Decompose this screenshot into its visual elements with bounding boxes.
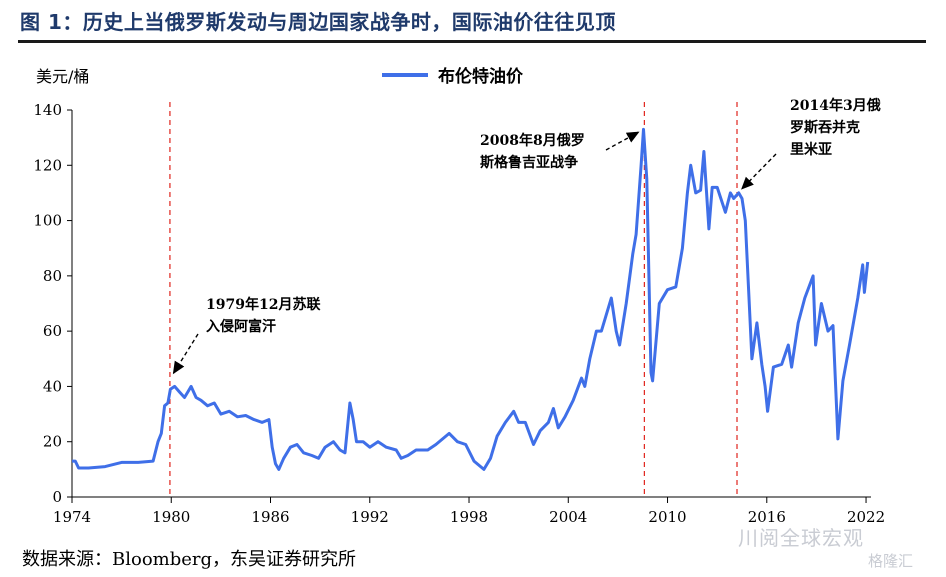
- x-tick-label: 1980: [152, 508, 190, 526]
- y-tick-label: 60: [43, 322, 62, 340]
- x-tick-label: 1986: [251, 508, 289, 526]
- y-axis-unit-label: 美元/桶: [36, 67, 90, 86]
- x-tick-label: 2004: [549, 508, 587, 526]
- x-tick-label: 1998: [450, 508, 488, 526]
- legend-swatch: [382, 72, 428, 77]
- chart-legend: 布伦特油价: [382, 62, 523, 87]
- x-tick-label: 1974: [53, 508, 91, 526]
- title-rule: [18, 40, 926, 43]
- figure-title: 图 1：历史上当俄罗斯发动与周边国家战争时，国际油价往往见顶: [20, 10, 616, 34]
- x-tick-label: 2022: [847, 508, 885, 526]
- x-tick-label: 1992: [351, 508, 389, 526]
- annotation-arrow: [172, 333, 199, 375]
- series-line-brent: [72, 127, 870, 471]
- y-tick-label: 120: [33, 156, 62, 174]
- watermark-logo: 格隆汇: [868, 552, 914, 570]
- y-tick-label: 40: [43, 377, 62, 395]
- y-tick-label: 140: [33, 101, 62, 119]
- annotation-2008: 2008年8月俄罗 斯格鲁吉亚战争: [480, 133, 585, 171]
- annotation-2014: 2014年3月俄 罗斯吞并克 里米亚: [790, 98, 881, 158]
- y-tick-label: 20: [43, 433, 62, 451]
- x-tick-label: 2010: [648, 508, 686, 526]
- y-tick-label: 80: [43, 267, 62, 285]
- y-tick-label: 0: [52, 488, 62, 506]
- annotation-1979: 1979年12月苏联 入侵阿富汗: [206, 297, 321, 335]
- watermark: 川阅全球宏观: [738, 526, 864, 550]
- y-tick-label: 100: [33, 212, 62, 230]
- legend-label: 布伦特油价: [438, 67, 523, 87]
- data-source: 数据来源：Bloomberg，东吴证券研究所: [22, 549, 357, 570]
- annotation-arrow: [741, 153, 777, 190]
- annotation-arrow: [605, 131, 640, 151]
- x-tick-label: 2016: [748, 508, 786, 526]
